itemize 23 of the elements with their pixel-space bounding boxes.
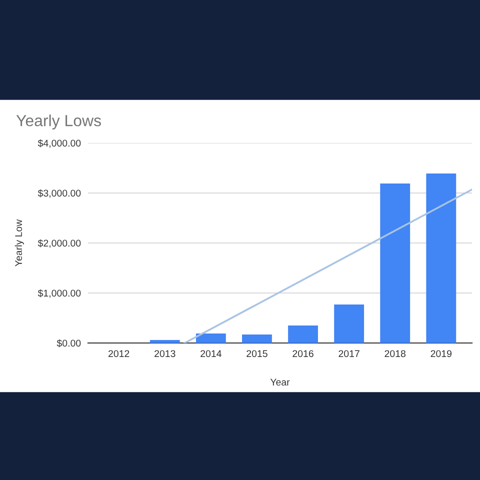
- x-axis-title: Year: [270, 378, 290, 386]
- x-tick-label: 2014: [200, 350, 222, 358]
- bar: [426, 174, 456, 343]
- y-tick-label: $2,000.00: [38, 239, 81, 248]
- y-tick-label: $1,000.00: [38, 289, 81, 298]
- x-tick-label: 2013: [154, 350, 176, 358]
- bar: [150, 340, 180, 343]
- bar: [380, 184, 410, 343]
- x-tick-label: 2018: [384, 350, 406, 358]
- y-axis-title: Yearly Low: [14, 219, 24, 266]
- bar: [242, 334, 272, 343]
- x-tick-label: 2015: [246, 350, 268, 358]
- x-tick-label: 2017: [338, 350, 360, 358]
- x-tick-label: 2012: [108, 350, 130, 358]
- x-tick-label: 2019: [430, 350, 452, 358]
- bar: [334, 304, 364, 343]
- bar: [196, 334, 226, 343]
- x-tick-label: 2016: [292, 350, 314, 358]
- chart-title: Yearly Lows: [16, 114, 101, 130]
- y-tick-label: $4,000.00: [38, 139, 81, 148]
- y-tick-label: $3,000.00: [38, 189, 81, 198]
- bar: [288, 326, 318, 343]
- y-tick-label: $0.00: [56, 339, 81, 348]
